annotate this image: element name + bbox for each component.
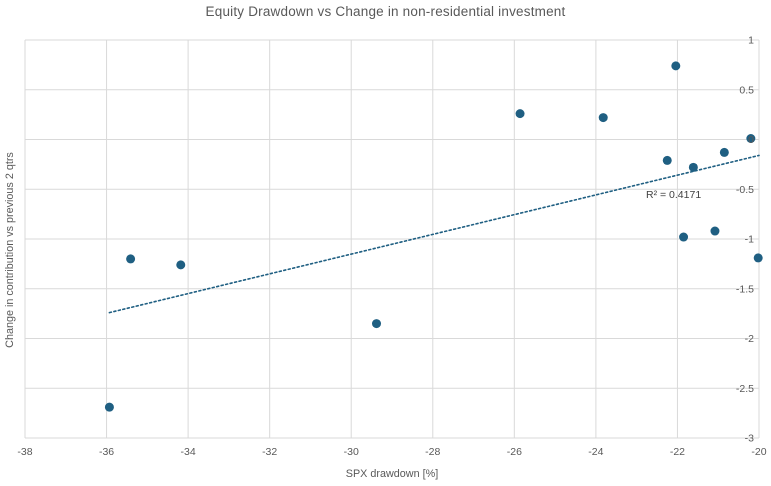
data-point (710, 226, 720, 236)
y-axis-title: Change in contribution vs previous 2 qtr… (4, 152, 16, 348)
x-tick-label: -34 (181, 446, 196, 458)
y-tick-label: -0.5 (736, 184, 754, 196)
x-tick-label: -36 (99, 446, 114, 458)
y-tick-label: -2 (745, 333, 754, 345)
data-point (372, 319, 382, 329)
data-point (719, 147, 729, 157)
x-tick-label: -32 (262, 446, 277, 458)
data-point (515, 109, 525, 119)
data-point (679, 232, 689, 242)
data-point (104, 402, 114, 412)
x-tick-label: -24 (588, 446, 603, 458)
x-tick-label: -30 (344, 446, 359, 458)
y-tick-label: 1 (748, 35, 754, 47)
y-tick-label: 0 (748, 134, 754, 146)
x-tick-label: -20 (751, 446, 766, 458)
data-point (746, 134, 756, 144)
r-squared-annotation: R² = 0.4171 (646, 189, 702, 201)
y-tick-label: -1 (745, 234, 754, 246)
x-tick-label: -28 (425, 446, 440, 458)
x-tick-label: -38 (17, 446, 32, 458)
x-tick-label: -22 (670, 446, 685, 458)
data-point (126, 254, 136, 264)
data-point (753, 253, 763, 263)
data-point (688, 162, 698, 172)
y-tick-label: -1.5 (736, 283, 754, 295)
data-point (662, 155, 672, 165)
y-tick-label: 0.5 (739, 84, 754, 96)
trendline (108, 154, 760, 314)
data-point (176, 260, 186, 270)
x-axis-title: SPX drawdown [%] (345, 468, 439, 480)
x-tick-label: -26 (507, 446, 522, 458)
data-point (671, 61, 681, 71)
data-point (598, 113, 608, 123)
y-tick-label: -2.5 (736, 383, 754, 395)
chart-title: Equity Drawdown vs Change in non-residen… (205, 4, 566, 19)
y-tick-label: -3 (745, 433, 754, 445)
